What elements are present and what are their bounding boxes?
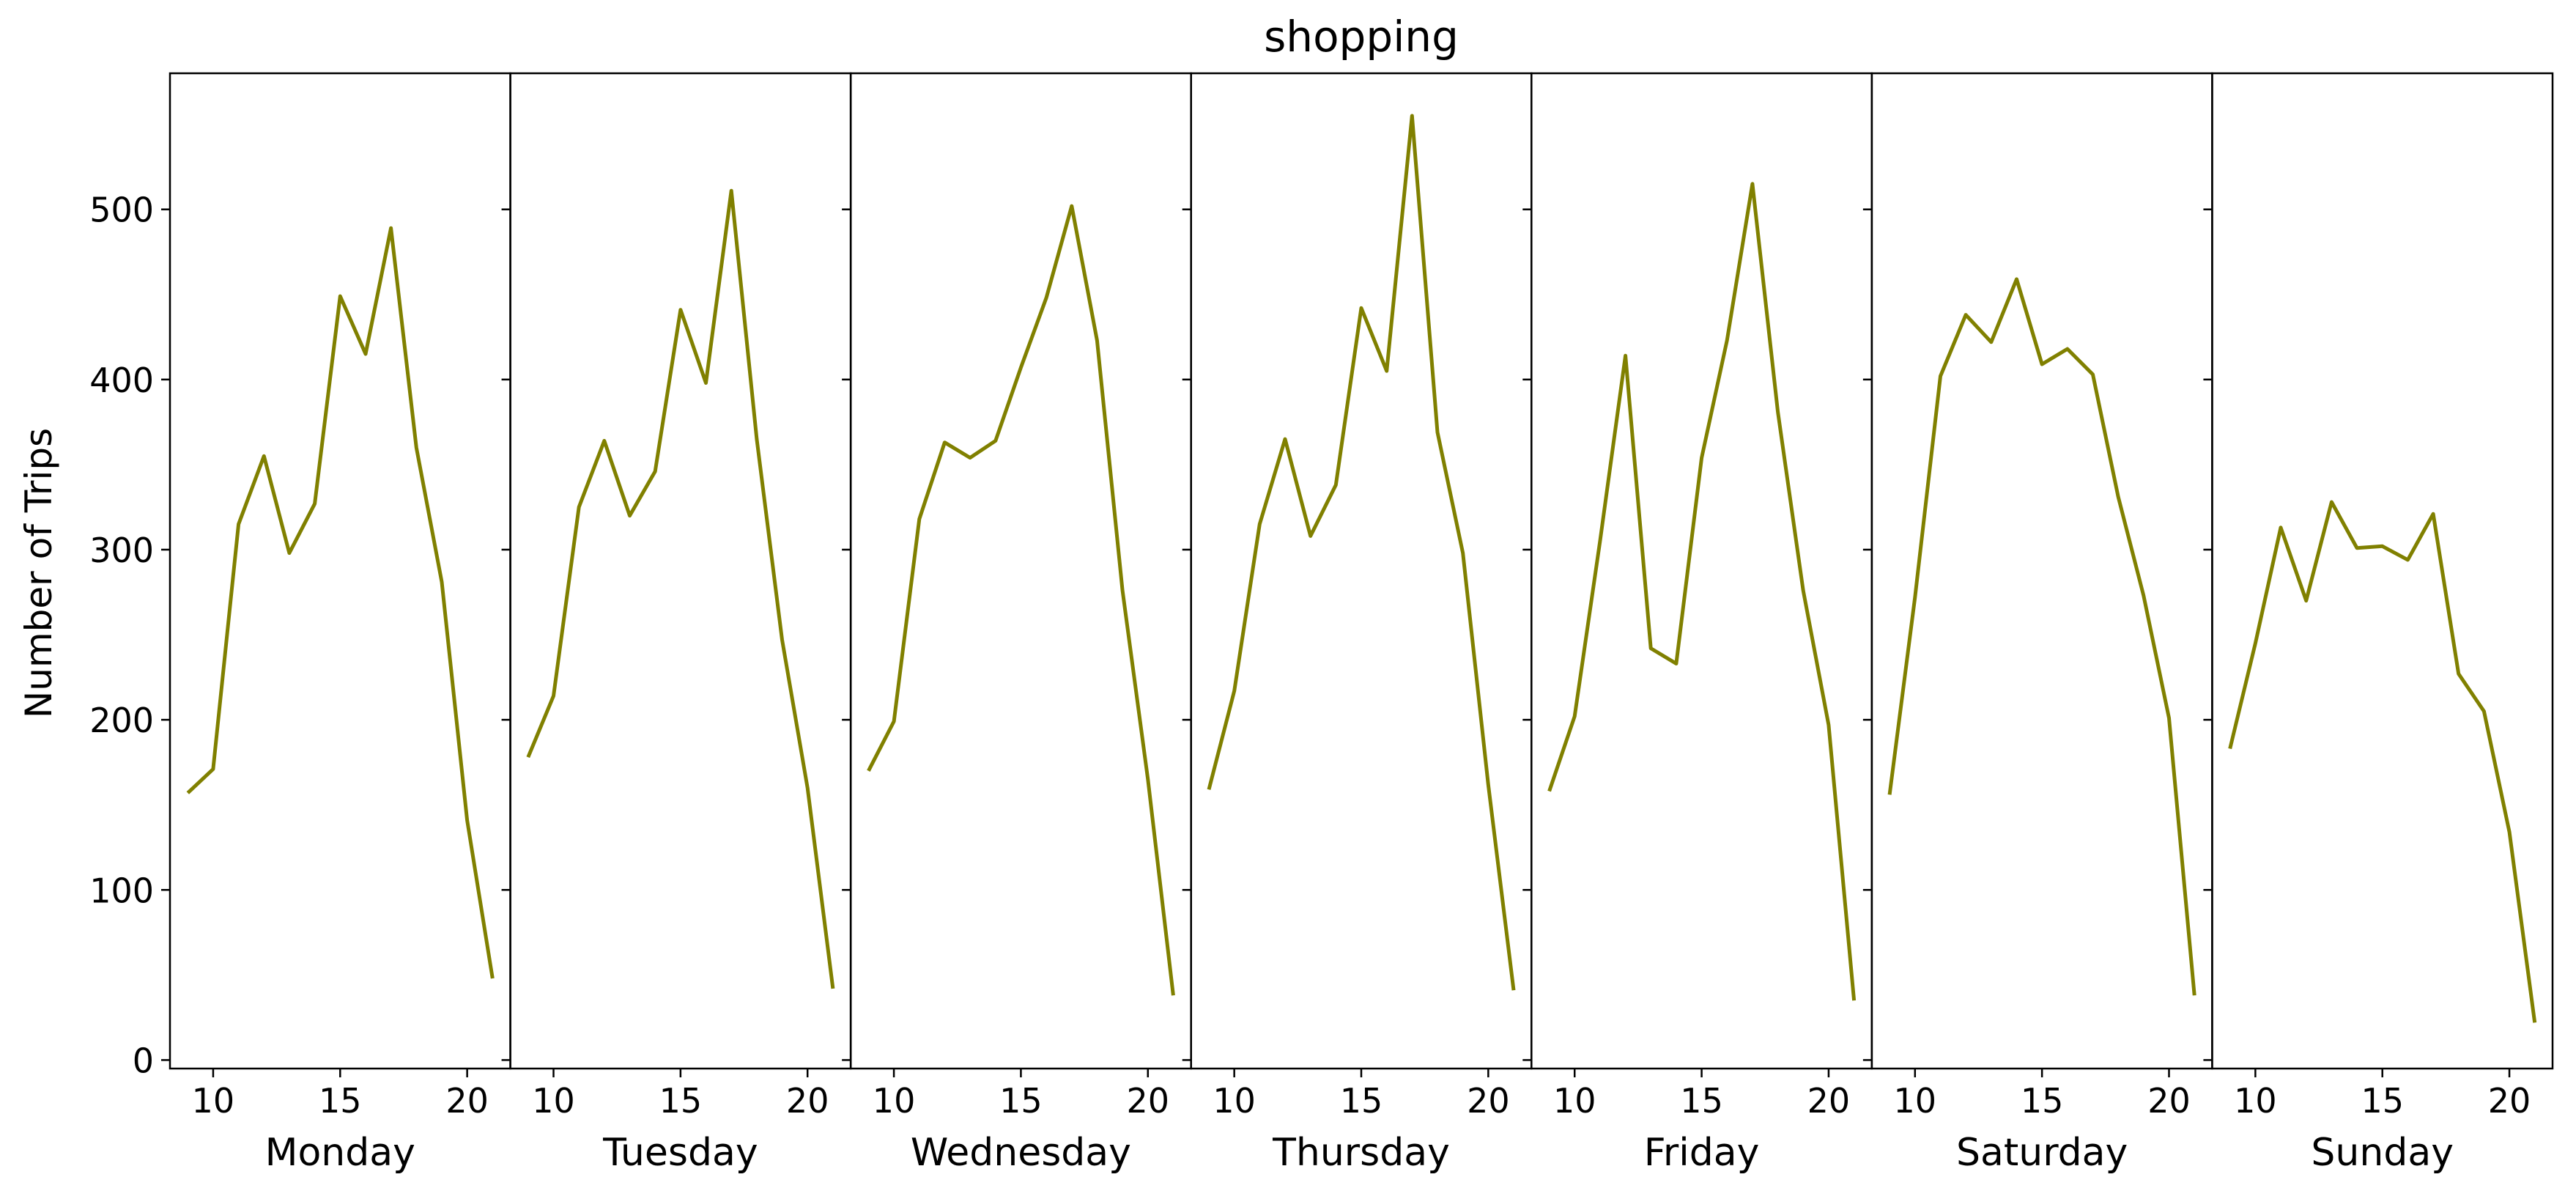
x-tick-label: 20: [1127, 1081, 1170, 1121]
x-tick-label: 10: [1553, 1081, 1596, 1121]
panel-label-saturday: Saturday: [1956, 1131, 2128, 1175]
x-tick-label: 15: [659, 1081, 703, 1121]
panel-label-wednesday: Wednesday: [911, 1131, 1131, 1175]
series-line-wednesday: [867, 204, 1175, 996]
panels-group: 0 100 200 300 400 500 10 15 20 Monday 10 15 20 Tuesda…: [89, 72, 2554, 1175]
panel-saturday: 10 15 20 Saturday: [1862, 72, 2213, 1175]
x-tick-label: 20: [445, 1081, 489, 1121]
panel-label-friday: Friday: [1644, 1131, 1760, 1175]
x-tick-label: 10: [1213, 1081, 1256, 1121]
x-tick-label: 15: [1340, 1081, 1383, 1121]
y-tick-label: 100: [89, 871, 154, 910]
panel-tuesday: 10 15 20 Tuesday: [501, 72, 852, 1175]
series-line-saturday: [1887, 277, 2196, 996]
series-line-friday: [1547, 182, 1857, 1001]
x-tick-label: 20: [786, 1081, 829, 1121]
x-tick-label: 10: [873, 1081, 916, 1121]
panel-label-thursday: Thursday: [1272, 1131, 1450, 1175]
x-tick-label: 20: [2488, 1081, 2531, 1121]
x-tick-label: 15: [2361, 1081, 2404, 1121]
panel-label-monday: Monday: [265, 1131, 415, 1175]
y-axis-label: Number of Trips: [18, 428, 60, 718]
x-tick-label: 15: [319, 1081, 362, 1121]
x-tick-label: 20: [2147, 1081, 2191, 1121]
y-tick-label: 400: [89, 361, 154, 400]
x-tick-label: 20: [1467, 1081, 1510, 1121]
panel-thursday: 10 15 20 Thursday: [1182, 72, 1533, 1175]
x-tick-label: 15: [1680, 1081, 1723, 1121]
x-tick-label: 15: [2021, 1081, 2064, 1121]
x-tick-label: 20: [1807, 1081, 1851, 1121]
x-tick-label: 10: [532, 1081, 575, 1121]
x-tick-label: 10: [2234, 1081, 2277, 1121]
panel-sunday: 10 15 20 Sunday: [2203, 72, 2554, 1175]
y-tick-label: 500: [89, 191, 154, 230]
series-line-monday: [186, 226, 495, 979]
x-tick-label: 15: [999, 1081, 1043, 1121]
series-line-tuesday: [526, 188, 835, 989]
x-tick-label: 10: [1894, 1081, 1937, 1121]
panel-wednesday: 10 15 20 Wednesday: [842, 72, 1192, 1175]
y-tick-label: 0: [133, 1041, 154, 1080]
panel-monday: 0 100 200 300 400 500 10 15 20 Monday: [89, 72, 511, 1175]
y-tick-label: 200: [89, 701, 154, 740]
y-tick-label: 300: [89, 531, 154, 570]
panel-label-sunday: Sunday: [2311, 1131, 2454, 1175]
chart-title: shopping: [1264, 12, 1459, 62]
series-line-sunday: [2228, 500, 2537, 1023]
series-line-thursday: [1207, 114, 1516, 991]
panel-label-tuesday: Tuesday: [602, 1131, 758, 1175]
x-tick-label: 10: [192, 1081, 235, 1121]
